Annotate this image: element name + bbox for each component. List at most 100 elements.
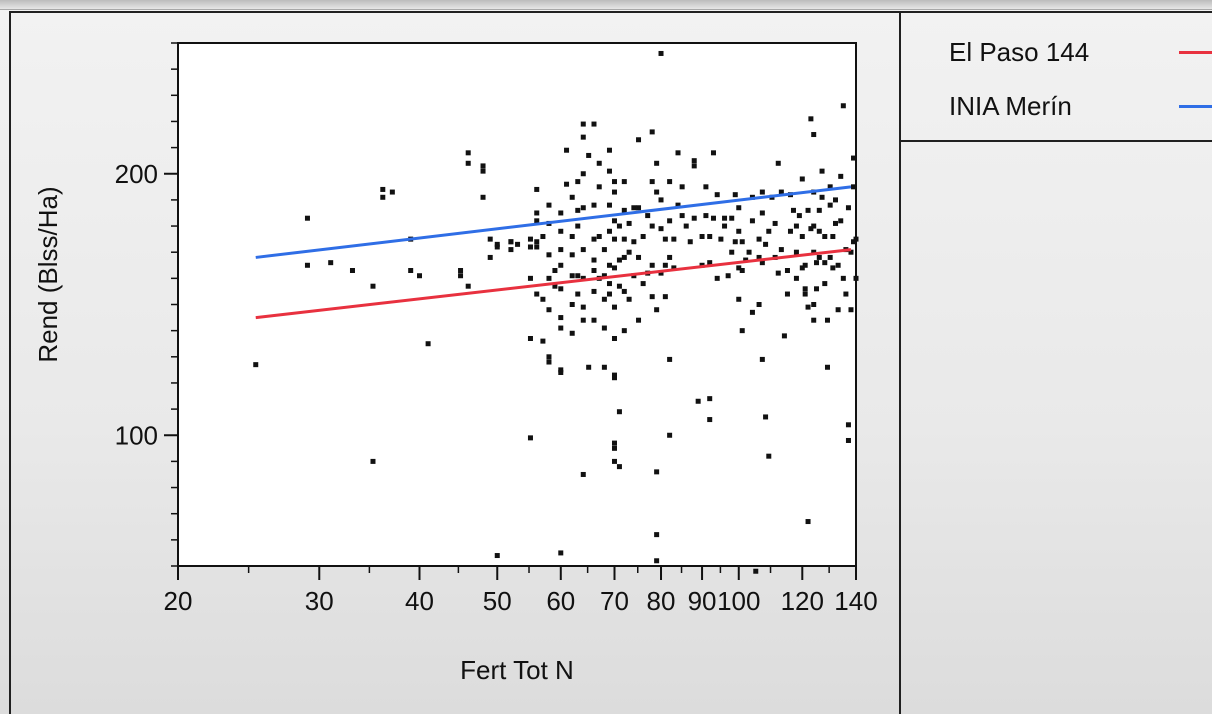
scatter-point (558, 315, 564, 321)
scatter-point (580, 317, 586, 323)
scatter-point (654, 469, 660, 475)
legend-item-inia-merin[interactable]: INIA Merín (899, 86, 1212, 126)
scatter-point (487, 254, 493, 260)
scatter-point (816, 254, 822, 260)
scatter-point (534, 239, 540, 245)
scatter-point (558, 210, 564, 216)
scatter-point (606, 262, 612, 268)
scatter-point (707, 396, 713, 402)
scatter-point (558, 369, 564, 375)
scatter-point (816, 228, 822, 234)
scatter-point (793, 275, 799, 281)
scatter-point (851, 184, 857, 190)
scatter-point (616, 257, 622, 263)
x-axis-title: Fert Tot N (460, 655, 574, 685)
scatter-point (575, 179, 581, 185)
scatter-point (575, 291, 581, 297)
scatter-point (699, 234, 705, 240)
scatter-point (654, 532, 660, 538)
scatter-point (611, 372, 617, 378)
scatter-point (802, 291, 808, 297)
scatter-point (679, 184, 685, 190)
scatter-point (636, 137, 642, 143)
scatter-point (621, 179, 627, 185)
scatter-point (654, 189, 660, 195)
scatter-point (591, 202, 597, 208)
scatter-point (591, 236, 597, 242)
scatter-point (508, 247, 514, 253)
scatter-point (736, 228, 742, 234)
scatter-point (759, 356, 765, 362)
legend-item-el-paso[interactable]: El Paso 144 (899, 32, 1212, 72)
scatter-point (703, 213, 709, 219)
scatter-point (766, 228, 772, 234)
scatter-point (649, 223, 655, 229)
scatter-point (799, 234, 805, 240)
scatter-point (591, 288, 597, 294)
scatter-point (746, 249, 752, 255)
scatter-point (739, 239, 745, 245)
scatter-point (591, 268, 597, 274)
scatter-point (695, 398, 701, 404)
scatter-point (616, 409, 622, 415)
scatter-point (515, 241, 521, 247)
scatter-point (853, 236, 859, 242)
scatter-point (843, 291, 849, 297)
legend-swatch-blue (1179, 105, 1212, 108)
scatter-point (811, 249, 817, 255)
scatter-point (814, 260, 820, 266)
scatter-point (546, 359, 552, 365)
scatter-point (370, 283, 376, 289)
legend-label: El Paso 144 (949, 37, 1090, 67)
scatter-point (596, 160, 602, 166)
scatter-point (802, 286, 808, 292)
scatter-point (778, 189, 784, 195)
scatter-point (558, 550, 564, 556)
scatter-point (580, 304, 586, 310)
scatter-point (781, 333, 787, 339)
scatter-point (611, 304, 617, 310)
scatter-point (743, 257, 749, 263)
scatter-point (611, 335, 617, 341)
scatter-point (793, 249, 799, 255)
scatter-point (838, 218, 844, 224)
scatter-point (569, 302, 575, 307)
scatter-point (534, 218, 540, 224)
scatter-point (725, 273, 731, 279)
scatter-point (527, 275, 533, 281)
x-tick-label: 70 (600, 586, 629, 616)
scatter-point (465, 150, 471, 156)
scatter-point (827, 202, 833, 208)
scatter-point (540, 234, 546, 240)
scatter-point (564, 147, 570, 153)
scatter-point (763, 241, 769, 247)
x-tick-label: 40 (405, 586, 434, 616)
scatter-point (626, 220, 632, 226)
scatter-point (480, 168, 486, 174)
scatter-point (736, 296, 742, 302)
scatter-point (558, 262, 564, 268)
scatter-point (671, 236, 677, 242)
scatter-point (845, 437, 851, 443)
scatter-point (586, 152, 592, 158)
scatter-point (749, 309, 755, 315)
legend-label: INIA Merín (949, 91, 1072, 121)
x-tick-label: 140 (834, 586, 877, 616)
scatter-point (640, 234, 646, 240)
scatter-point (580, 134, 586, 140)
scatter-point (611, 375, 617, 381)
scatter-point (508, 239, 514, 245)
scatter-point (710, 150, 716, 156)
scatter-point (465, 160, 471, 166)
scatter-point (494, 553, 500, 559)
scatter-point (739, 328, 745, 334)
scatter-point (822, 260, 828, 266)
scatter-point (480, 163, 486, 169)
scatter-point (534, 186, 540, 192)
scatter-point (714, 192, 720, 198)
scatter-point (527, 335, 533, 341)
scatter-point (835, 307, 841, 313)
scatter-point (546, 275, 552, 281)
scatter-point (822, 234, 828, 240)
scatter-point (558, 228, 564, 234)
